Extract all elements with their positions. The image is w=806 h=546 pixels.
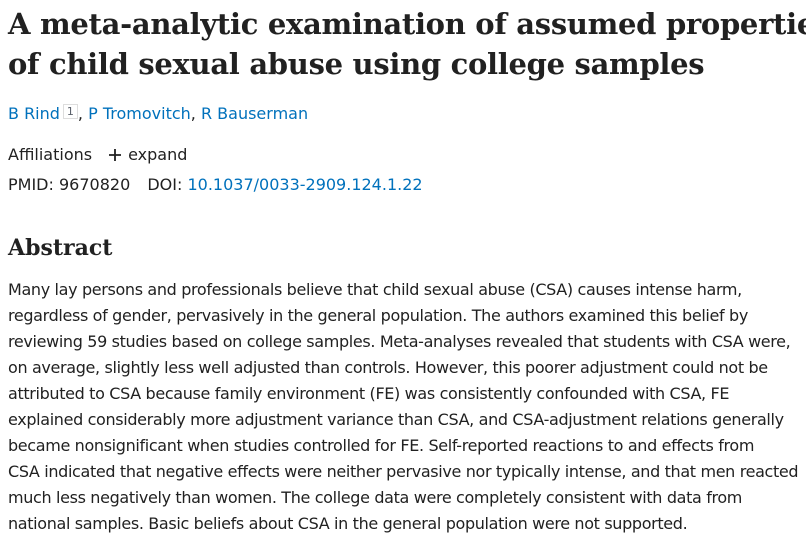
abstract-line: national samples. Basic beliefs about CS… [8,514,688,533]
doi-label: DOI: [147,175,183,194]
identifiers: PMID: 9670820 DOI: 10.1037/0033-2909.124… [8,175,423,194]
title-line: A meta-analytic examination of assumed p… [8,7,806,41]
title-line: of child sexual abuse using college samp… [8,47,705,81]
abstract-line: on average, slightly less well adjusted … [8,358,768,377]
plus-icon[interactable] [108,148,122,162]
abstract-line: became nonsignificant when studies contr… [8,436,755,455]
affiliations-label: Affiliations [8,145,93,164]
author-separator: , [77,104,84,123]
expand-toggle[interactable]: expand [128,145,188,164]
affiliation-mark[interactable]: 1 [62,104,78,119]
author-link[interactable]: B Rind [8,104,60,123]
abstract-line: reviewing 59 studies based on college sa… [8,332,791,351]
doi-link[interactable]: 10.1037/0033-2909.124.1.22 [187,175,423,194]
author-list: B Rind 1, P Tromovitch, R Bauserman [8,104,308,123]
pmid-label: PMID: [8,175,54,194]
abstract-heading: Abstract [8,235,113,261]
author-separator: , [190,104,196,123]
author-link[interactable]: R Bauserman [200,104,309,123]
abstract-line: CSA indicated that negative effects were… [8,462,799,481]
abstract-line: attributed to CSA because family environ… [8,384,730,403]
author-link[interactable]: P Tromovitch [88,104,191,123]
pmid: 9670820 [58,175,131,194]
abstract-text: Many lay persons and professionals belie… [8,277,799,537]
article-title: A meta-analytic examination of assumed p… [8,4,806,84]
affiliations: Affiliations expand [8,145,187,164]
abstract-line: explained considerably more adjustment v… [8,410,784,429]
abstract-line: Many lay persons and professionals belie… [8,280,742,299]
abstract-line: much less negatively than women. The col… [8,488,743,507]
abstract-line: regardless of gender, pervasively in the… [8,306,748,325]
